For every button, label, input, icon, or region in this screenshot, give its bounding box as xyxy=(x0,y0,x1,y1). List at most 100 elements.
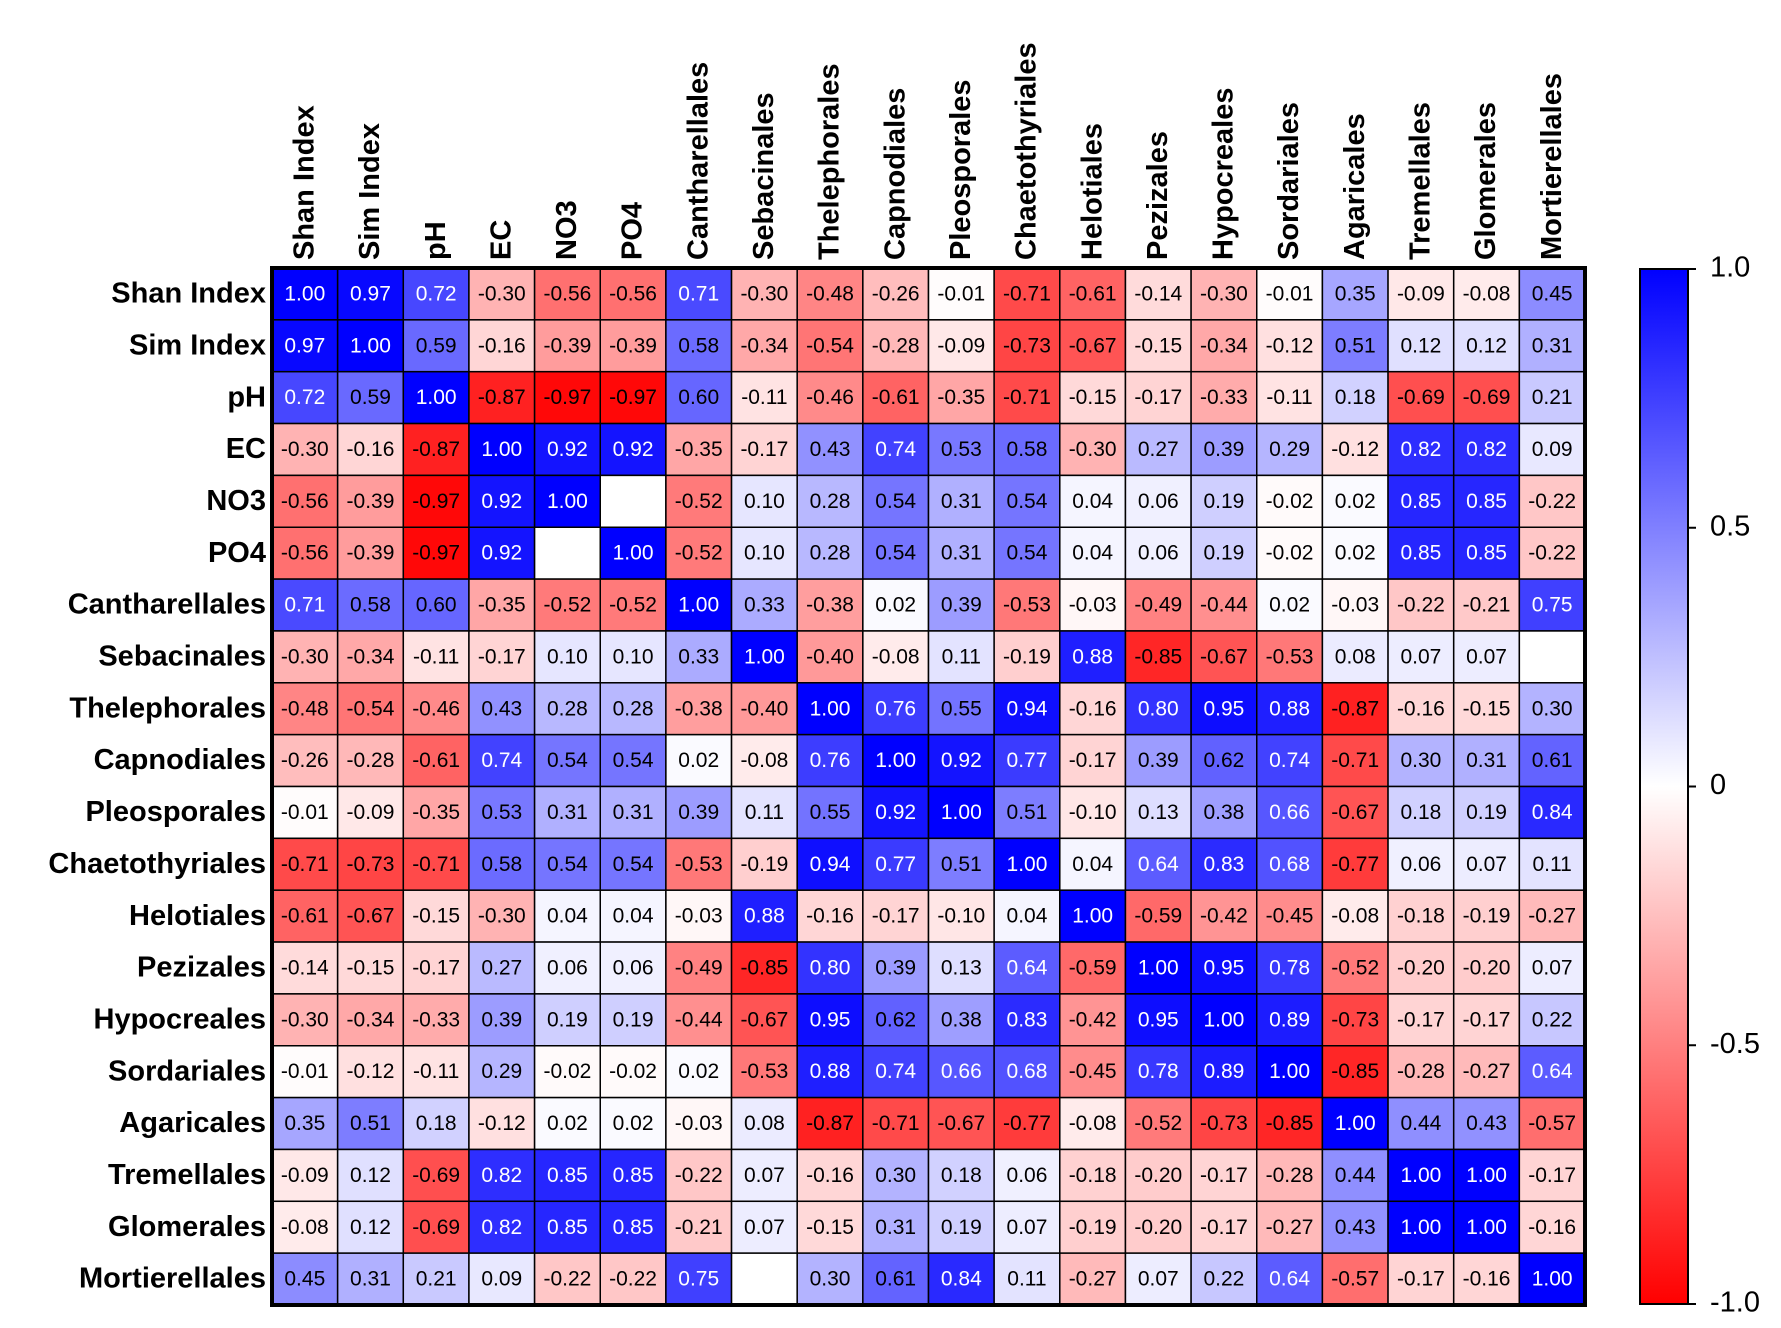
cell xyxy=(1124,526,1192,580)
cell-label: -0.53 xyxy=(675,853,723,876)
cell-label: 0.31 xyxy=(941,542,982,565)
cell-label: 0.13 xyxy=(1138,801,1179,824)
cell-label: -0.15 xyxy=(412,905,460,928)
cell xyxy=(1321,474,1389,528)
row-label: EC xyxy=(226,433,266,465)
cell xyxy=(993,474,1061,528)
cell-label: -0.39 xyxy=(347,542,395,565)
cell-label: -0.03 xyxy=(1069,594,1117,617)
cell-label: -0.08 xyxy=(740,749,788,772)
cell-label: 0.59 xyxy=(350,386,391,409)
cell-label: 0.11 xyxy=(745,801,784,824)
cell-label: 0.02 xyxy=(678,1060,719,1083)
cell-label: 0.07 xyxy=(1466,645,1507,668)
cell-label: 0.30 xyxy=(1400,749,1441,772)
cell-label: 0.07 xyxy=(1466,853,1507,876)
cell-label: 1.00 xyxy=(1400,1216,1441,1239)
cell xyxy=(1387,630,1455,684)
cell-label: 0.18 xyxy=(416,1112,457,1135)
cell xyxy=(1518,267,1586,321)
row-label: Sim Index xyxy=(129,329,266,361)
row-label: Shan Index xyxy=(111,278,266,310)
cell xyxy=(599,578,667,632)
cell xyxy=(862,733,930,788)
cell xyxy=(927,578,995,632)
cell-label: 0.82 xyxy=(481,1164,522,1187)
cell-label: -0.20 xyxy=(1463,957,1511,980)
cell xyxy=(468,682,536,736)
cell xyxy=(862,578,930,632)
cell-label: 0.33 xyxy=(744,594,785,617)
cell-label: -0.69 xyxy=(1463,386,1511,409)
column-label: Cantharellales xyxy=(682,62,714,260)
cell-label: -0.22 xyxy=(1528,542,1576,565)
cell-label: 0.04 xyxy=(547,905,588,928)
cell-label: 0.88 xyxy=(1269,697,1310,720)
cell xyxy=(993,1096,1061,1151)
cell xyxy=(271,1096,339,1151)
cell-label: 1.00 xyxy=(875,749,916,772)
cell xyxy=(402,941,470,995)
cell xyxy=(1190,370,1258,425)
cell-label: 0.31 xyxy=(1532,334,1573,357)
cell-label: 1.00 xyxy=(1335,1112,1376,1135)
row-label: Sordariales xyxy=(108,1055,266,1087)
cell xyxy=(1190,837,1258,891)
cell-label: 0.04 xyxy=(1007,905,1048,928)
cell-label: -0.97 xyxy=(609,386,657,409)
cell-label: 0.85 xyxy=(547,1164,588,1187)
cell-label: -0.71 xyxy=(1331,749,1379,772)
cell-label: -0.17 xyxy=(1134,386,1182,409)
cell-label: -0.97 xyxy=(412,490,460,513)
column-label: Capnodiales xyxy=(879,88,911,260)
cell-label: 0.19 xyxy=(941,1216,982,1239)
cell xyxy=(862,526,930,580)
cell-label: -0.67 xyxy=(937,1112,985,1135)
cell-label: 1.00 xyxy=(547,490,588,513)
cell-label: 0.02 xyxy=(1335,542,1376,565)
cell xyxy=(468,1200,536,1254)
cell-label: -0.08 xyxy=(281,1216,329,1239)
cell-label: -0.12 xyxy=(478,1112,526,1135)
cell-label: -0.85 xyxy=(1266,1112,1314,1135)
cell xyxy=(1321,785,1389,840)
cell xyxy=(336,941,405,995)
cell xyxy=(730,837,798,891)
column-label: Helotiales xyxy=(1076,123,1108,260)
cell-label: -0.57 xyxy=(1331,1268,1379,1291)
cell xyxy=(927,682,995,736)
cell-label: 0.62 xyxy=(875,1008,916,1031)
cell-label: 1.00 xyxy=(810,697,851,720)
cell-label: -0.69 xyxy=(412,1164,460,1187)
cell xyxy=(336,733,405,788)
cell xyxy=(862,889,930,943)
cell xyxy=(1518,1148,1586,1203)
cell-label: -0.27 xyxy=(1463,1060,1511,1083)
row-label: Mortierellales xyxy=(79,1263,266,1295)
cell-label: 0.60 xyxy=(678,386,719,409)
cell xyxy=(1059,1252,1127,1306)
cell-label: -0.27 xyxy=(1069,1268,1117,1291)
cell-label: -0.34 xyxy=(347,645,395,668)
cell xyxy=(993,941,1061,995)
cell-label: 0.06 xyxy=(1007,1164,1048,1187)
cell-label: -0.61 xyxy=(281,905,329,928)
cell xyxy=(1321,733,1389,788)
cell-label: 1.00 xyxy=(744,645,785,668)
cell-label: -0.16 xyxy=(347,438,395,461)
cell-label: -0.44 xyxy=(1200,594,1248,617)
cell xyxy=(730,267,798,321)
cell-label: -0.30 xyxy=(478,905,526,928)
cell-label: -0.97 xyxy=(543,386,591,409)
cell xyxy=(1256,267,1324,321)
cell xyxy=(1321,526,1389,580)
cell xyxy=(796,785,864,840)
cell-label: -0.22 xyxy=(543,1268,591,1291)
cell-label: -0.71 xyxy=(872,1112,920,1135)
cell-label: -0.17 xyxy=(1069,749,1117,772)
cell xyxy=(402,578,470,632)
cell-label: -0.73 xyxy=(1331,1008,1379,1031)
cell-label: -0.45 xyxy=(1069,1060,1117,1083)
cell xyxy=(1452,889,1521,943)
cell xyxy=(796,837,864,891)
